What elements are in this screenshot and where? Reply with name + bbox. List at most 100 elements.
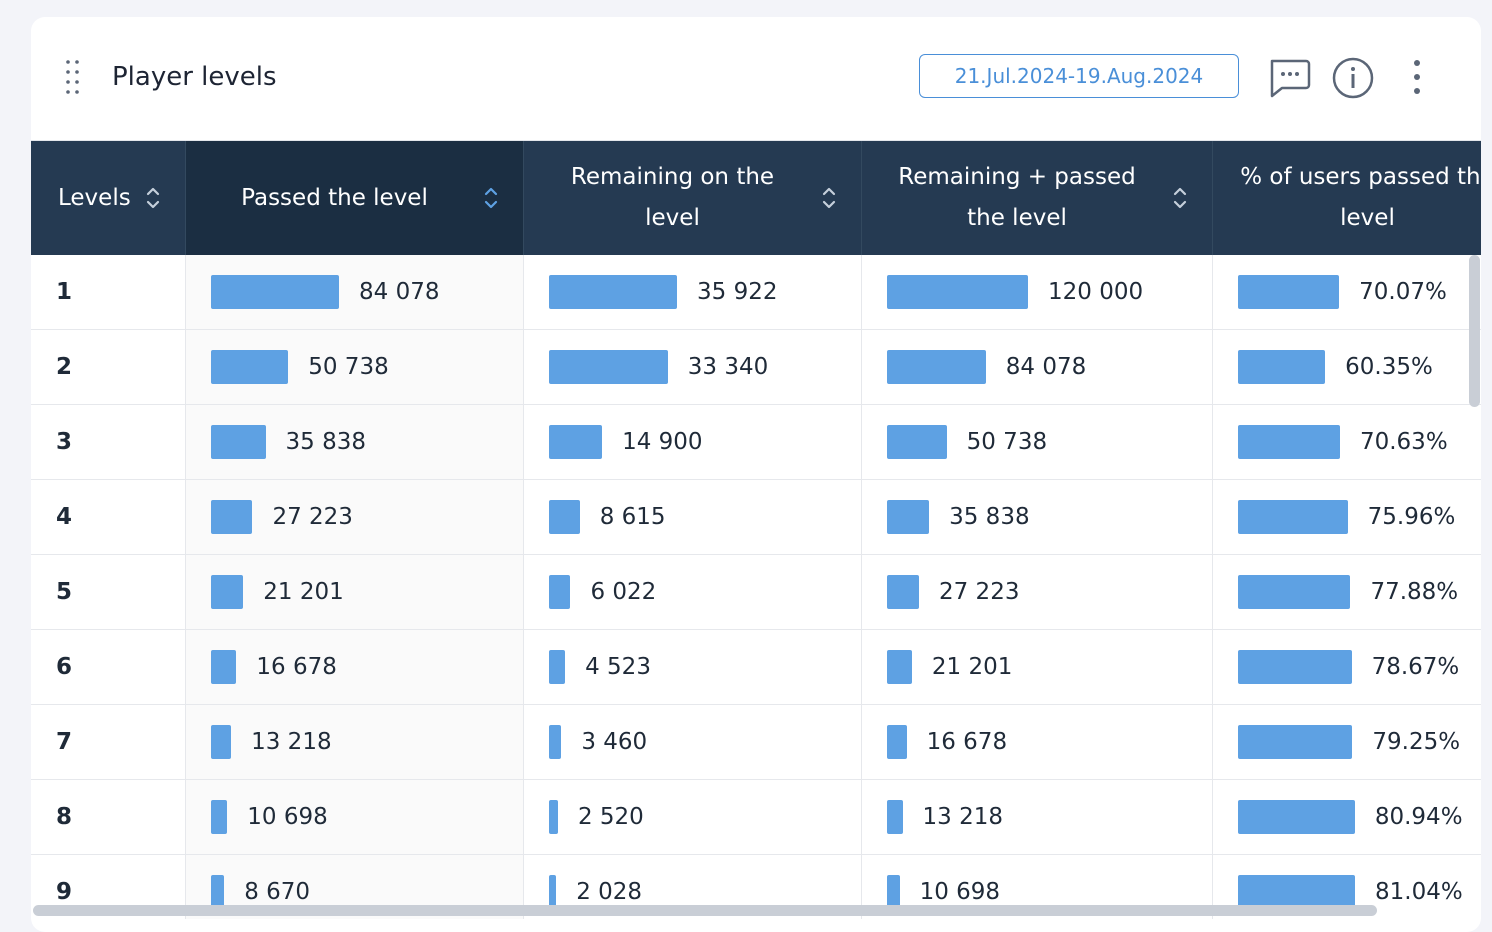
cell-value: 70.07% (1359, 279, 1447, 305)
cell-value: 8 670 (244, 879, 311, 905)
cell-value: 80.94% (1374, 804, 1463, 830)
widget-title: Player levels (112, 62, 277, 92)
cell-value: 35 838 (949, 504, 1030, 530)
in-cell-bar (211, 575, 244, 609)
data-cell: 21 201 (186, 555, 524, 630)
in-cell-bar (549, 575, 571, 609)
in-cell-bar (1238, 725, 1353, 759)
column-header: % of users passed the level (1213, 141, 1481, 255)
in-cell-bar (549, 800, 558, 834)
in-cell-bar (887, 725, 907, 759)
cell-value: 8 615 (599, 504, 666, 530)
cell-value: 78.67% (1371, 654, 1460, 680)
cell-value: 21 201 (263, 579, 344, 605)
in-cell-bar (887, 350, 986, 384)
in-cell-bar (1238, 875, 1355, 909)
cell-value: 2 520 (577, 804, 644, 830)
cell-value: 10 698 (919, 879, 1001, 905)
data-cell: 35 922 (524, 255, 862, 330)
column-header-text: Passed the level (241, 184, 428, 211)
in-cell-bar (211, 800, 228, 834)
level-cell: 4 (31, 480, 186, 555)
in-cell-bar (887, 575, 919, 609)
cell-value: 16 678 (926, 729, 1008, 755)
level-cell: 5 (31, 555, 186, 630)
in-cell-bar (887, 275, 1028, 309)
vertical-scrollbar[interactable] (1469, 255, 1480, 407)
cell-value: 50 738 (966, 429, 1048, 455)
data-cell: 77.88% (1213, 555, 1481, 630)
in-cell-bar (211, 650, 237, 684)
comment-icon[interactable] (1268, 57, 1312, 99)
sort-icon[interactable] (822, 185, 836, 211)
in-cell-bar (211, 875, 225, 909)
data-cell: 27 223 (862, 555, 1213, 630)
data-cell: 27 223 (186, 480, 524, 555)
in-cell-bar (887, 875, 900, 909)
cell-value: 33 340 (687, 354, 769, 380)
cell-value: 10 698 (247, 804, 328, 830)
in-cell-bar (1238, 350, 1326, 384)
in-cell-bar (211, 725, 232, 759)
cell-value: 13 218 (251, 729, 332, 755)
in-cell-bar (1238, 800, 1355, 834)
date-range-button[interactable]: 21.Jul.2024-19.Aug.2024 (919, 54, 1239, 98)
cell-value: 77.88% (1370, 579, 1459, 605)
column-header: Levels (31, 141, 186, 255)
drag-handle[interactable] (65, 59, 81, 97)
column-header-text: Remaining on the level (570, 164, 775, 231)
data-cell: 84 078 (186, 255, 524, 330)
data-cell: 8 615 (524, 480, 862, 555)
in-cell-bar (549, 650, 566, 684)
column-header-text: Levels (58, 184, 131, 211)
cell-value: 79.25% (1372, 729, 1461, 755)
data-cell: 16 678 (862, 705, 1213, 780)
data-cell: 13 218 (186, 705, 524, 780)
data-cell: 35 838 (186, 405, 524, 480)
data-cell: 13 218 (862, 780, 1213, 855)
sort-icon[interactable] (146, 185, 160, 211)
level-cell: 8 (31, 780, 186, 855)
cell-value: 81.04% (1375, 879, 1463, 905)
cell-value: 50 738 (308, 354, 389, 380)
column-header: Remaining + passed the level (862, 141, 1213, 255)
level-cell: 2 (31, 330, 186, 405)
data-cell: 14 900 (524, 405, 862, 480)
table: Levels 1 2 3 4 5 6 7 8 9 Passed the level 84 078 50 … (31, 140, 1481, 919)
in-cell-bar (549, 275, 677, 309)
in-cell-bar (887, 800, 903, 834)
data-cell: 35 838 (862, 480, 1213, 555)
in-cell-bar (549, 425, 603, 459)
more-menu-icon[interactable] (1409, 59, 1425, 97)
in-cell-bar (549, 875, 557, 909)
in-cell-bar (1238, 275, 1340, 309)
column-header-text: % of users passed the level (1240, 164, 1481, 231)
cell-value: 75.96% (1367, 504, 1456, 530)
in-cell-bar (211, 350, 289, 384)
cell-value: 84 078 (1005, 354, 1087, 380)
data-cell: 84 078 (862, 330, 1213, 405)
level-cell: 1 (31, 255, 186, 330)
data-cell: 80.94% (1213, 780, 1481, 855)
sort-icon[interactable] (484, 185, 498, 211)
cell-value: 21 201 (931, 654, 1013, 680)
info-icon[interactable] (1331, 56, 1375, 100)
column-header-text: Remaining + passed the level (898, 164, 1136, 231)
in-cell-bar (887, 500, 930, 534)
level-cell: 6 (31, 630, 186, 705)
cell-value: 14 900 (622, 429, 703, 455)
cell-value: 120 000 (1048, 279, 1144, 305)
data-cell: 70.07% (1213, 255, 1481, 330)
sort-icon[interactable] (1173, 185, 1187, 211)
data-cell: 16 678 (186, 630, 524, 705)
cell-value: 13 218 (922, 804, 1003, 830)
level-cell: 3 (31, 405, 186, 480)
horizontal-scrollbar[interactable] (33, 905, 1377, 916)
cell-value: 27 223 (272, 504, 353, 530)
data-cell: 6 022 (524, 555, 862, 630)
data-cell: 2 520 (524, 780, 862, 855)
in-cell-bar (1238, 650, 1352, 684)
data-cell: 50 738 (862, 405, 1213, 480)
data-cell: 21 201 (862, 630, 1213, 705)
